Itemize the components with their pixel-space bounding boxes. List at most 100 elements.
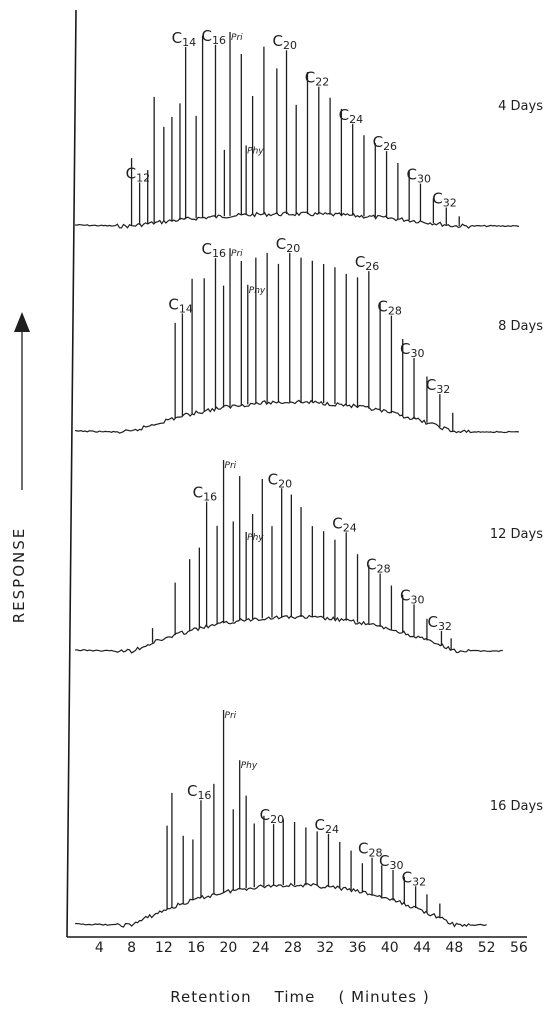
peak-label: C16 [193,484,217,504]
peak-label: C20 [273,32,297,52]
peak-label: C30 [379,852,403,872]
baseline-trace [75,882,487,928]
peak-label: C24 [332,514,356,534]
peak-label: C32 [402,868,426,888]
carbon-letter: C [339,106,349,124]
peak-label: C28 [366,556,390,576]
x-tick-label: 16 [187,940,205,956]
peak-label: C12 [126,164,150,184]
carbon-number: 32 [436,383,450,396]
carbon-number: 20 [270,813,284,826]
peak-label: C14 [172,29,196,49]
carbon-letter: C [201,240,211,258]
carbon-number: 14 [182,36,196,49]
baseline-trace [74,399,520,434]
x-tick-label: 28 [284,940,302,956]
x-tick-label: 12 [155,940,173,956]
peak-label: C16 [187,782,211,802]
peak-label: Phy [241,761,258,771]
carbon-number: 28 [377,563,391,576]
peak-label: C22 [305,69,329,89]
carbon-letter: C [377,298,387,316]
x-tick-label: 24 [252,940,270,956]
carbon-letter: C [358,840,368,858]
carbon-number: 24 [349,113,363,126]
carbon-number: 30 [411,347,425,360]
carbon-number: 24 [343,521,357,534]
y-axis [66,9,77,938]
carbon-number: 32 [412,875,426,888]
carbon-letter: C [172,29,182,47]
carbon-letter: C [373,133,383,151]
carbon-letter: C [168,295,178,313]
peak-label: C20 [276,235,300,255]
baseline-trace [75,614,503,654]
peak-label: C24 [339,106,363,126]
carbon-number: 28 [388,305,402,318]
x-tick-label: 20 [219,940,237,956]
y-axis-title-group: RESPONSE [10,527,28,624]
peak-label: C32 [426,376,450,396]
carbon-number: 16 [212,247,226,260]
y-axis-title: RESPONSE [10,527,28,624]
x-tick-label: 52 [478,940,496,956]
carbon-letter: C [187,782,197,800]
peak-label: C24 [314,816,338,836]
carbon-number: 24 [325,823,339,836]
x-tick-label: 48 [445,940,463,956]
peak-label: Phy [249,286,266,296]
carbon-letter: C [260,806,270,824]
peak-label: Phy [247,533,264,543]
peak-label: C20 [260,806,284,826]
carbon-number: 20 [286,242,300,255]
x-tick-labels: 4 8 12 16 20 24 28 32 36 40 44 48 52 56 [95,940,528,956]
carbon-number: 22 [315,76,329,89]
panel-label: 12 Days [490,527,543,542]
carbon-letter: C [193,484,203,502]
x-tick-label: 8 [127,940,136,956]
x-tick-label: 40 [381,940,399,956]
carbon-letter: C [332,514,342,532]
carbon-number: 30 [411,593,425,606]
panel-label: 4 Days [498,99,543,114]
carbon-letter: C [426,376,436,394]
peak-label: C30 [400,586,424,606]
x-tick-label: 56 [510,940,528,956]
peak-label: Pri [231,249,243,259]
peak-label: C28 [377,298,401,318]
carbon-number: 12 [136,171,150,184]
carbon-number: 32 [438,620,452,633]
carbon-letter: C [305,69,315,87]
x-axis-title: Retention Time ( Minutes ) [170,988,429,1006]
peak-label: Pri [225,711,237,721]
peak-label: C32 [427,613,451,633]
carbon-number: 16 [197,789,211,802]
x-tick-label: 32 [316,940,334,956]
carbon-letter: C [314,816,324,834]
carbon-letter: C [355,253,365,271]
peak-label: Pri [225,461,237,471]
peak-label: Phy [247,146,264,156]
peak-label: Pri [231,33,243,43]
response-arrow [14,312,30,490]
carbon-letter: C [432,189,442,207]
carbon-letter: C [427,613,437,631]
carbon-number: 20 [278,477,292,490]
peak-label: C32 [432,189,456,209]
carbon-letter: C [273,32,283,50]
x-tick-label: 36 [349,940,367,956]
carbon-number: 26 [383,140,397,153]
carbon-number: 30 [417,173,431,186]
peak-label: C16 [201,240,225,260]
carbon-number: 26 [365,260,379,273]
carbon-number: 32 [443,196,457,209]
carbon-letter: C [379,852,389,870]
carbon-number: 20 [283,39,297,52]
carbon-letter: C [201,27,211,45]
